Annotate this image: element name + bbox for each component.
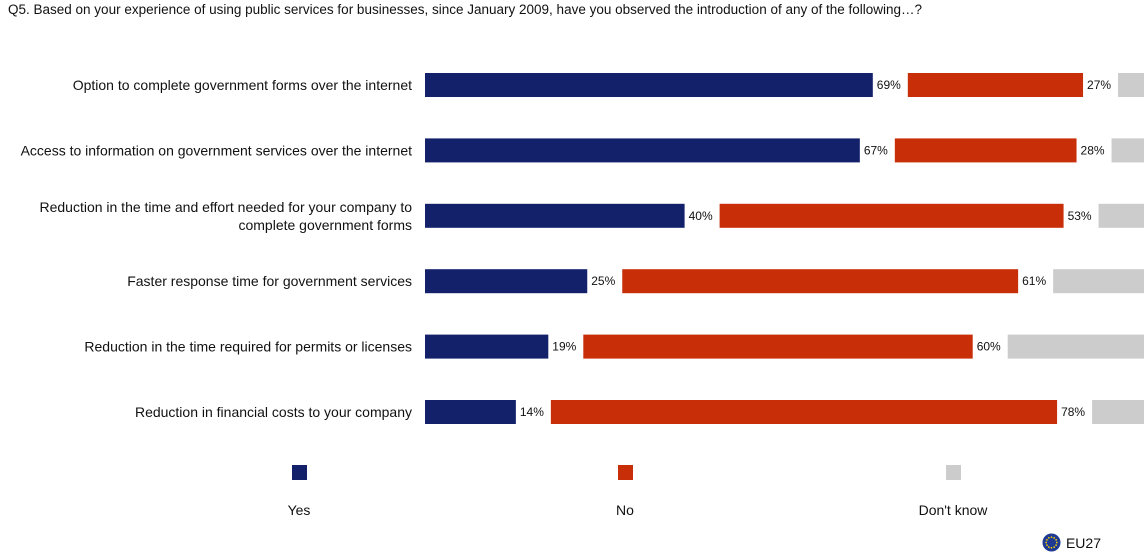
legend-swatch-yes <box>291 465 307 480</box>
bar-yes <box>425 400 516 424</box>
bar-yes <box>425 73 873 97</box>
bar-yes <box>425 334 549 359</box>
bar-no <box>907 73 1084 97</box>
question-title: Q5. Based on your experience of using pu… <box>8 2 923 17</box>
bar-no <box>719 203 1064 228</box>
value-label-yes: 67% <box>864 143 888 157</box>
bar-yes <box>425 203 685 228</box>
category-label: Reduction in the time required for permi… <box>84 339 412 355</box>
bar-no <box>550 400 1058 424</box>
bar-yes <box>425 269 588 294</box>
legend-yes: Yes <box>239 465 359 518</box>
value-label-yes: 69% <box>877 78 901 92</box>
value-label-no: 61% <box>1022 274 1046 288</box>
value-label-no: 53% <box>1068 209 1092 223</box>
value-label-yes: 40% <box>689 209 713 223</box>
value-label-yes: 25% <box>591 274 615 288</box>
bar-no <box>622 269 1019 294</box>
bar-no <box>894 138 1077 163</box>
category-label: Option to complete government forms over… <box>73 77 412 93</box>
value-label-yes: 14% <box>520 405 544 419</box>
bar-dont-know <box>1111 138 1144 163</box>
bar-dont-know <box>1007 334 1144 359</box>
value-label-no: 28% <box>1081 143 1105 157</box>
bar-dont-know <box>1118 73 1144 97</box>
legend-swatch-no <box>617 465 633 480</box>
category-label: Reduction in financial costs to your com… <box>135 404 412 420</box>
footer: EU27 <box>1042 533 1101 552</box>
bar-dont-know <box>1053 269 1144 294</box>
category-label: Faster response time for government serv… <box>127 273 412 289</box>
legend-label-dont-know: Don't know <box>918 502 988 518</box>
bar-dont-know <box>1098 203 1144 228</box>
legend-dont-know: Don't know <box>893 465 1013 518</box>
value-label-no: 78% <box>1061 405 1085 419</box>
bar-yes <box>425 138 860 163</box>
category-label: Reduction in the time and effort needed … <box>39 199 412 233</box>
category-label: Access to information on government serv… <box>21 142 413 158</box>
bar-dont-know <box>1092 400 1144 424</box>
legend-no: No <box>565 465 685 518</box>
stacked-bar-chart: Option to complete government forms over… <box>21 73 1144 424</box>
eu-flag-icon <box>1042 533 1061 552</box>
legend-swatch-dont-know <box>945 465 961 480</box>
value-label-no: 60% <box>977 340 1001 354</box>
value-label-yes: 19% <box>552 340 576 354</box>
bar-no <box>583 334 973 359</box>
value-label-no: 27% <box>1087 78 1111 92</box>
legend-label-no: No <box>616 502 634 518</box>
legend-label-yes: Yes <box>287 502 311 518</box>
region-label: EU27 <box>1065 534 1101 551</box>
